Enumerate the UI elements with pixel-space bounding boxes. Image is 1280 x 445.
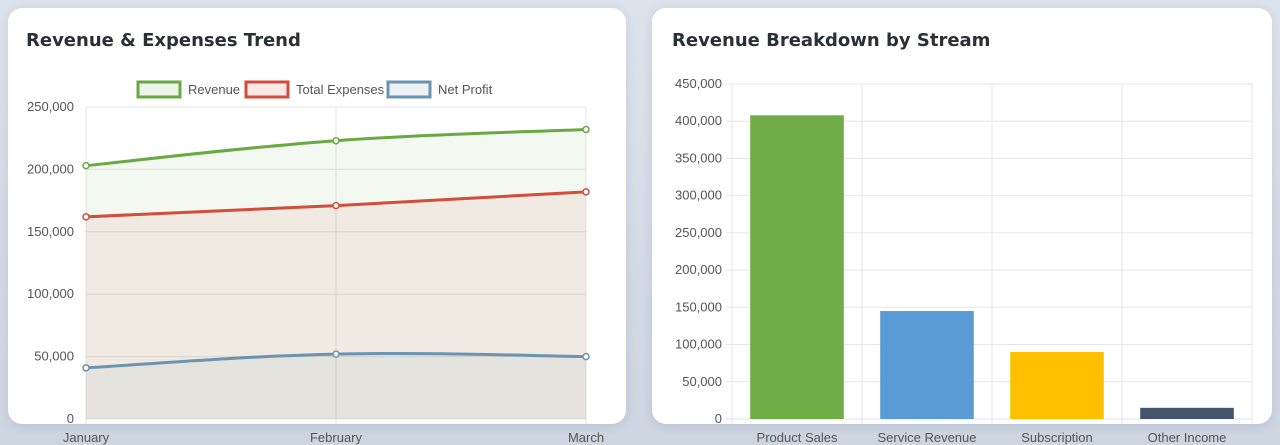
y-tick-label: 400,000 — [675, 113, 722, 128]
y-tick-label: 250,000 — [27, 99, 74, 114]
x-tick-label: Other Income — [1148, 430, 1227, 445]
data-point[interactable] — [332, 136, 340, 145]
y-tick-label: 250,000 — [675, 225, 722, 240]
data-point[interactable] — [582, 188, 590, 196]
y-tick-label: 0 — [67, 411, 74, 426]
y-tick-label: 200,000 — [675, 262, 722, 277]
y-tick-label: 100,000 — [27, 286, 74, 301]
data-point[interactable] — [82, 213, 90, 221]
bar[interactable] — [750, 115, 844, 420]
data-point[interactable] — [582, 352, 590, 361]
y-tick-label: 0 — [715, 411, 722, 426]
bar[interactable] — [1140, 407, 1234, 419]
y-tick-label: 100,000 — [675, 337, 722, 352]
y-tick-label: 150,000 — [27, 224, 74, 239]
y-tick-label: 350,000 — [675, 150, 722, 165]
legend-swatch[interactable] — [386, 80, 432, 99]
y-tick-label: 150,000 — [675, 299, 722, 314]
legend-swatch[interactable] — [244, 80, 290, 99]
bar[interactable] — [1010, 352, 1104, 419]
card-title: Revenue Breakdown by Stream — [672, 30, 991, 51]
y-tick-label: 300,000 — [675, 188, 722, 203]
x-tick-label: February — [310, 430, 363, 445]
y-tick-label: 50,000 — [682, 374, 722, 389]
series-area — [86, 191, 586, 419]
y-tick-label: 50,000 — [34, 349, 74, 364]
data-point[interactable] — [332, 350, 340, 358]
series-area — [86, 353, 586, 419]
card-title: Revenue & Expenses Trend — [26, 30, 301, 51]
legend-label[interactable]: Revenue — [188, 82, 240, 97]
x-tick-label: March — [568, 430, 604, 445]
x-tick-label: Service Revenue — [878, 430, 977, 445]
breakdown-chart-group: 0 50,000 100,000 150,000 200,000 250,000 300,0… — [675, 76, 1253, 445]
legend-label[interactable]: Net Profit — [438, 82, 493, 97]
series-area — [86, 129, 586, 420]
y-tick-label: 450,000 — [675, 76, 722, 91]
trend-chart-group: 0 50,000 100,000 150,000 200,000 250,000 Janua… — [27, 80, 604, 445]
data-point[interactable] — [82, 161, 90, 170]
data-point[interactable] — [582, 125, 590, 134]
data-point[interactable] — [82, 364, 90, 372]
y-tick-label: 200,000 — [27, 161, 74, 176]
bar[interactable] — [880, 311, 974, 419]
legend-label[interactable]: Total Expenses — [296, 82, 385, 97]
x-tick-label: January — [63, 430, 110, 445]
x-tick-label: Subscription — [1021, 430, 1093, 445]
legend-swatch[interactable] — [136, 80, 182, 99]
data-point[interactable] — [332, 201, 340, 210]
x-tick-label: Product Sales — [757, 430, 838, 445]
